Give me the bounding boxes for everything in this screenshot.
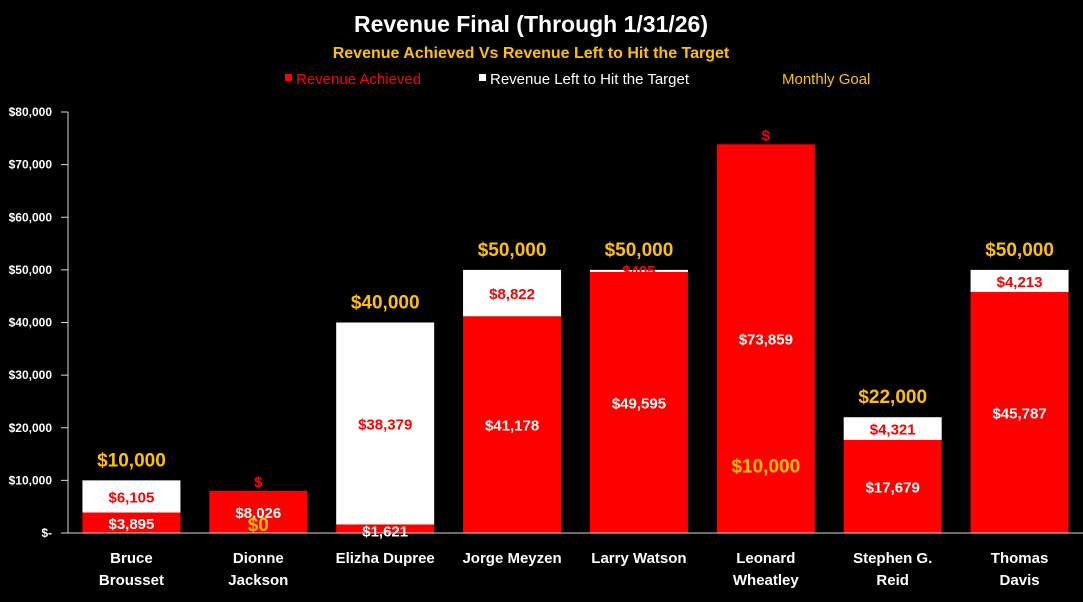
chart-title: Revenue Final (Through 1/31/26) (354, 11, 708, 37)
label-left: $8,822 (489, 286, 535, 303)
bar-achieved (209, 490, 308, 533)
label-achieved: $17,679 (866, 479, 920, 496)
label-goal: $50,000 (605, 240, 674, 261)
bar-left (82, 480, 181, 513)
bar-achieved (589, 272, 688, 533)
label-achieved: $45,787 (992, 406, 1046, 423)
x-tick-label: Larry Watson (591, 550, 686, 567)
label-left: $ (254, 474, 263, 491)
data-labels: $3,895 $6,105 $10,000 $8,026 $ $0 $1,621 $38,37… (97, 127, 1054, 540)
bar-left (463, 269, 562, 317)
chart-legend: Revenue Achieved Revenue Left to Hit the … (285, 71, 870, 88)
bar-achieved (843, 439, 942, 533)
x-tick-label: Bruce (110, 550, 153, 567)
label-achieved: $49,595 (612, 396, 666, 413)
label-left: $6,105 (108, 489, 154, 506)
bar-achieved (336, 524, 435, 533)
x-tick-label: Reid (876, 572, 909, 589)
bar-achieved (716, 144, 815, 533)
x-tick-label: Jorge Meyzen (462, 550, 561, 567)
y-tick-label: $70,000 (9, 158, 53, 172)
label-achieved: $73,859 (739, 332, 793, 349)
y-tick-label: $40,000 (9, 316, 53, 330)
label-left: $ (762, 127, 771, 144)
bar-left (970, 269, 1069, 293)
label-achieved: $8,026 (235, 505, 281, 522)
label-achieved: $1,621 (362, 523, 408, 540)
x-tick-label: Brousset (99, 572, 164, 589)
bar-left (589, 269, 688, 273)
y-tick-label: $20,000 (9, 421, 53, 435)
y-tick-label: $- (41, 526, 52, 540)
y-tick-label: $60,000 (9, 210, 53, 224)
y-axis: $- $10,000 $20,000 $30,000 $40,000 $50,000 $60… (9, 105, 69, 540)
bar-left (336, 322, 435, 525)
bar-achieved (970, 292, 1069, 533)
label-left: $405 (622, 263, 655, 280)
label-goal: $50,000 (478, 240, 547, 261)
legend-label-2: Monthly Goal (782, 71, 870, 88)
label-goal: $10,000 (731, 456, 800, 477)
label-left: $4,213 (997, 274, 1043, 291)
x-tick-label: Jackson (228, 572, 288, 589)
legend-label-1: Revenue Left to Hit the Target (490, 71, 690, 88)
x-axis: Bruce Brousset Dionne Jackson Elizha Dupree J… (68, 532, 1083, 589)
label-left: $38,379 (358, 416, 412, 433)
y-tick-label: $30,000 (9, 368, 53, 382)
bar-left (843, 417, 942, 440)
y-tick-label: $50,000 (9, 263, 53, 277)
bar-achieved (82, 512, 181, 533)
x-tick-label: Davis (1000, 572, 1040, 589)
chart-subtitle: Revenue Achieved Vs Revenue Left to Hit … (333, 45, 730, 62)
y-tick-label: $80,000 (9, 105, 53, 119)
bar-achieved (463, 316, 562, 533)
legend-label-0: Revenue Achieved (296, 71, 421, 88)
legend-swatch-1 (479, 74, 486, 81)
x-tick-label: Stephen G. (853, 550, 932, 567)
x-tick-label: Wheatley (733, 572, 800, 589)
label-goal: $40,000 (351, 293, 420, 314)
x-tick-label: Leonard (736, 550, 795, 567)
label-left: $4,321 (870, 422, 916, 439)
x-tick-label: Elizha Dupree (336, 550, 435, 567)
y-tick-label: $10,000 (9, 473, 53, 487)
label-goal: $50,000 (985, 240, 1054, 261)
label-goal: $10,000 (97, 450, 166, 471)
x-tick-label: Thomas (991, 550, 1049, 567)
label-goal: $0 (248, 515, 269, 536)
x-tick-label: Dionne (233, 550, 284, 567)
label-goal: $22,000 (858, 387, 927, 408)
legend-swatch-0 (285, 74, 292, 81)
label-achieved: $41,178 (485, 418, 539, 435)
bars (82, 144, 1069, 533)
label-achieved: $3,895 (108, 516, 154, 533)
